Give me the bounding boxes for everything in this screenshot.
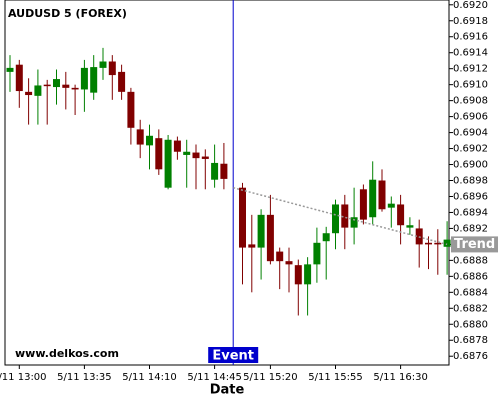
x-tick-label: 5/11 13:35 [57,372,111,383]
candle-body [183,151,191,155]
watermark: www.delkos.com [15,347,119,360]
candle-body [341,204,349,228]
y-tick-label: 0.6880 [453,319,488,330]
candle-body [211,162,219,180]
candle-body [387,203,395,208]
y-tick-label: 0.6886 [453,271,488,282]
candle-body [350,217,358,228]
y-tick-label: 0.6896 [453,191,488,202]
y-tick-label: 0.6908 [453,96,488,107]
candle-body [34,85,42,96]
candle-body [266,214,274,262]
candle-body [294,265,302,285]
candle-body [173,140,181,152]
y-tick-label: 0.6878 [453,335,488,346]
event-box [208,347,259,363]
candle-body [25,91,33,96]
x-tick-label: 5/11 16:30 [373,372,427,383]
y-tick-label: 0.6920 [453,0,488,11]
candle-body [369,179,377,218]
candle-body [332,204,339,234]
event-label: Event [212,349,254,364]
candle-body [322,233,330,242]
x-axis-label: Date [210,383,245,398]
y-tick-label: 0.6914 [453,48,488,59]
candle-body [443,239,451,247]
candle-body [406,225,414,228]
y-tick-label: 0.6904 [453,128,488,139]
candle-body [146,135,153,146]
candle-body [136,129,144,145]
y-tick-label: 0.6888 [453,255,488,266]
candle-body [313,242,321,265]
y-tick-label: 0.6912 [453,64,488,75]
y-tick-label: 0.6916 [453,32,488,43]
candle-body [397,204,405,226]
candle-body [257,214,265,248]
y-tick-label: 0.6884 [453,287,488,298]
candle-body [90,67,98,93]
candle-body [276,251,284,262]
candle-body [108,61,116,76]
candle-body [118,71,126,92]
trend-label: Trend [454,237,495,252]
y-tick-label: 0.6894 [453,207,488,218]
candle-body [239,187,246,248]
y-tick-label: 0.6900 [453,160,488,171]
candle-body [71,87,79,90]
candle-body [155,138,163,170]
y-tick-label: 0.6898 [453,176,488,187]
y-tick-label: 0.6902 [453,144,488,155]
y-tick-label: 0.6906 [453,112,488,123]
y-tick-label: 0.6918 [453,16,488,27]
candle-body [304,264,312,285]
candle-body [285,261,293,265]
candle-body [6,67,14,72]
candle-body [62,84,70,88]
candle-body [53,79,60,88]
candle-body [359,189,367,220]
y-tick-label: 0.6876 [453,351,488,362]
candle-body [15,64,23,92]
y-tick-label: 0.6892 [453,223,488,234]
candle-body [201,156,209,159]
candle-body [434,242,442,245]
candle-body [43,84,51,87]
candle-body [99,61,107,68]
candle-body [425,242,432,245]
candle-body [192,152,200,159]
candle-body [248,244,256,248]
trend-line [233,186,448,246]
candle-body [378,180,386,210]
y-tick-label: 0.6910 [453,80,488,91]
chart-title: AUDUSD 5 (FOREX) [8,7,127,20]
x-tick-label: 5/11 15:55 [308,372,362,383]
trend-box [451,236,498,253]
x-tick-label: 5/11 14:45 [187,372,241,383]
plot-frame [4,0,450,366]
candle-body [220,163,228,179]
y-tick-label: 0.6882 [453,303,488,314]
x-tick-label: 5/11 14:10 [122,372,176,383]
x-tick-label: 5/11 13:00 [0,372,47,383]
x-tick-label: 5/11 15:20 [243,372,297,383]
candle-body [164,139,172,188]
candle-body [127,91,135,128]
candle-body [80,67,88,90]
